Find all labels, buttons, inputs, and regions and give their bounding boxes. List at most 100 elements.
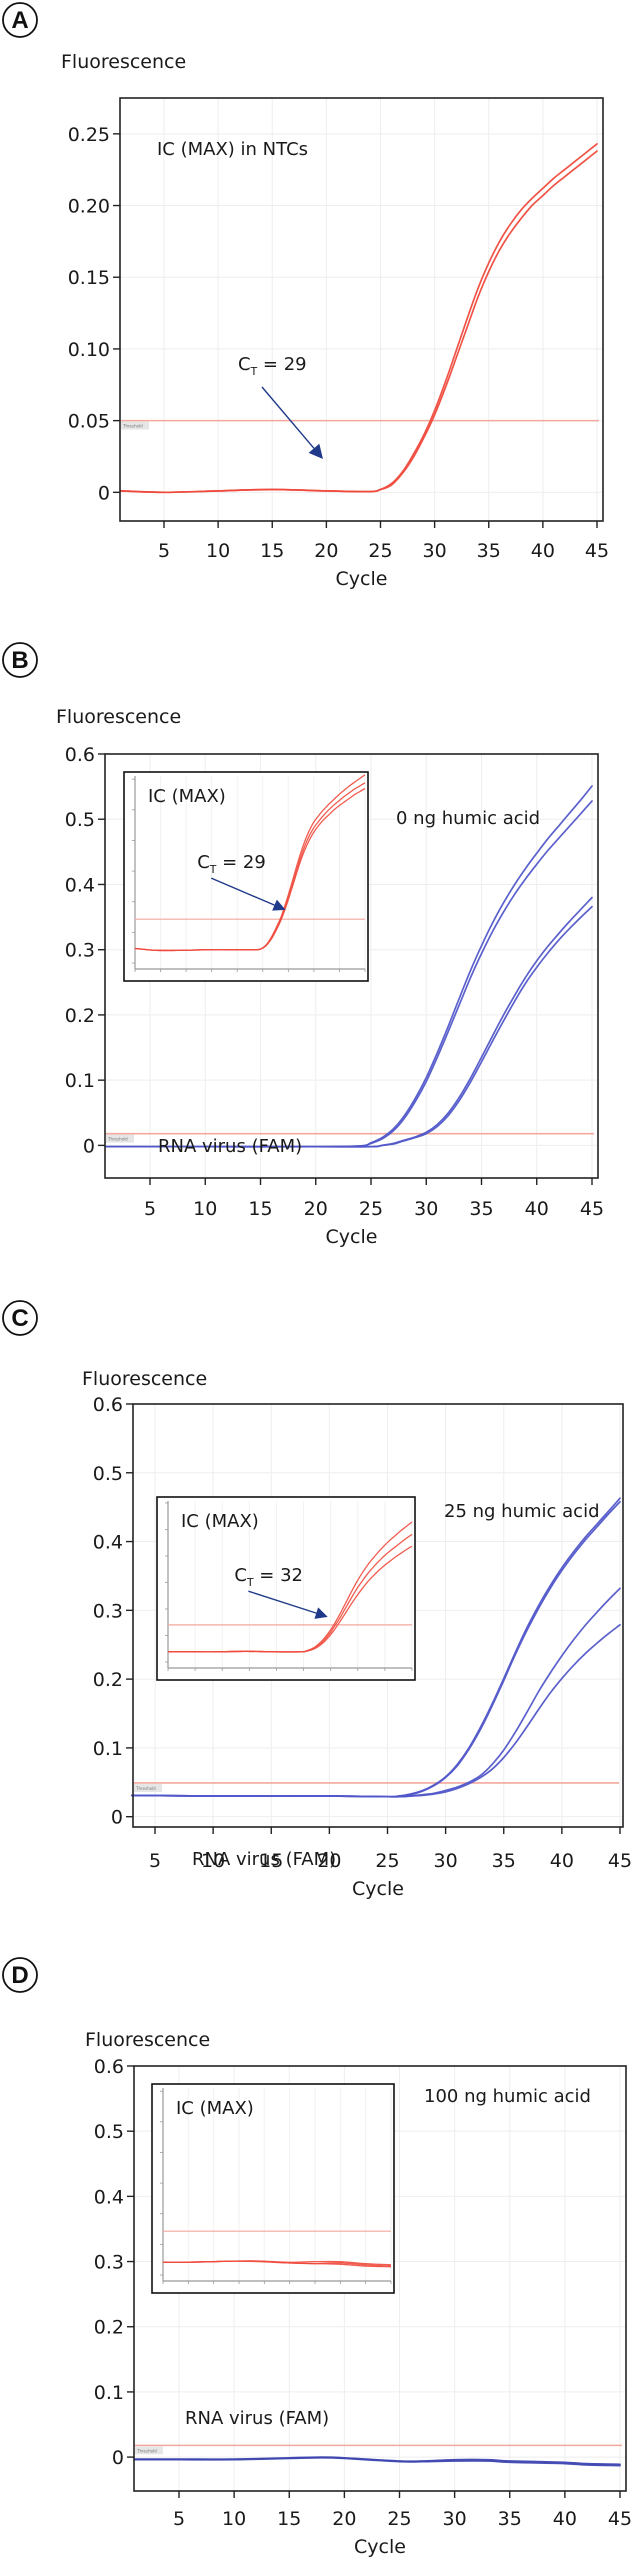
x-tick-label: 25 <box>375 1850 399 1872</box>
annotation-label: 0 ng humic acid <box>396 808 540 829</box>
annotation-label: RNA virus (FAM) <box>192 1849 336 1870</box>
x-tick-label: 25 <box>359 1198 383 1220</box>
annotation-label: IC (MAX) in NTCs <box>157 139 308 160</box>
inset-title: IC (MAX) <box>181 1511 259 1532</box>
x-tick-label: 15 <box>259 1850 283 1872</box>
x-tick-label: 45 <box>580 1198 604 1220</box>
y-tick-label: 0.25 <box>68 124 110 146</box>
x-tick-label: 5 <box>173 2508 185 2530</box>
inset-frame <box>151 2083 395 2294</box>
ct-label: CT = 29 <box>197 852 266 876</box>
inset-series-line <box>162 2260 392 2268</box>
x-tick-label: 25 <box>368 540 392 562</box>
threshold-label-bg <box>135 2446 163 2455</box>
y-tick-label: 0.4 <box>65 874 95 896</box>
threshold-label: Threshold <box>107 1137 128 1142</box>
ct-main: C <box>197 852 210 873</box>
panel-a: A Fluorescence Threshold 0 0.05 0.10 0.15 0.20 0… <box>2 2 609 590</box>
ct-subscript: T <box>250 365 258 378</box>
y-tick-label: 0 <box>112 2447 124 2469</box>
x-tick-label: 20 <box>332 2508 356 2530</box>
x-tick-label: 25 <box>387 2508 411 2530</box>
y-tick-label: 0.6 <box>93 1394 123 1416</box>
panel-b: B Fluorescence Threshold 0 0.1 0.2 0.3 0.4 0.5 0.… <box>2 642 604 1248</box>
y-tick-label: 0.4 <box>93 1532 123 1554</box>
threshold-label-bg <box>121 421 149 430</box>
series-line <box>104 905 593 1148</box>
series-line <box>134 2456 621 2467</box>
ct-main: C <box>238 354 251 375</box>
x-tick-label: 45 <box>608 2508 632 2530</box>
y-tick-label: 0.15 <box>68 267 110 289</box>
panel-letter-circle <box>2 1300 38 1336</box>
ct-arrow-shaft <box>248 1590 317 1614</box>
panel-d: D Fluorescence Threshold 0 0.1 0.2 0.3 0.4 0.5 0.… <box>2 1957 632 2558</box>
ct-value: = 29 <box>257 354 306 375</box>
series-line <box>119 150 598 494</box>
y-tick-label: 0.05 <box>68 411 110 433</box>
ct-label: CT = 32 <box>234 1565 303 1589</box>
inset-frame <box>123 771 369 982</box>
y-tick-label: 0.10 <box>68 339 110 361</box>
plot-area <box>120 98 603 521</box>
x-tick-label: 5 <box>158 540 170 562</box>
y-tick-label: 0.2 <box>93 1669 123 1691</box>
x-tick-label: 40 <box>553 2508 577 2530</box>
x-tick-label: 30 <box>414 1198 438 1220</box>
ct-value: = 32 <box>254 1565 303 1586</box>
x-tick-label: 40 <box>531 540 555 562</box>
y-tick-label: 0.20 <box>68 196 110 218</box>
threshold-label: Threshold <box>136 2448 157 2453</box>
x-axis-title: Cycle <box>326 1226 378 1248</box>
x-tick-label: 15 <box>248 1198 272 1220</box>
x-tick-label: 15 <box>277 2508 301 2530</box>
x-tick-label: 20 <box>317 1850 341 1872</box>
inset-title: IC (MAX) <box>148 786 226 807</box>
threshold-label-bg <box>134 1783 162 1792</box>
x-tick-label: 45 <box>608 1850 632 1872</box>
x-tick-label: 30 <box>423 540 447 562</box>
x-tick-label: 15 <box>260 540 284 562</box>
y-tick-label: 0.1 <box>94 2382 124 2404</box>
y-tick-label: 0.5 <box>65 809 95 831</box>
plot-frame <box>104 753 599 1179</box>
x-tick-label: 10 <box>206 540 230 562</box>
y-tick-label: 0.1 <box>65 1070 95 1092</box>
x-tick-label: 5 <box>144 1198 156 1220</box>
y-tick-label: 0.6 <box>94 2056 124 2078</box>
y-axis-title: Fluorescence <box>61 51 186 73</box>
ct-arrow-head <box>308 443 323 459</box>
y-tick-label: 0.3 <box>93 1600 123 1622</box>
y-tick-label: 0.5 <box>94 2121 124 2143</box>
annotation-label: 25 ng humic acid <box>444 1501 600 1522</box>
y-tick-label: 0.2 <box>94 2317 124 2339</box>
y-tick-label: 0 <box>83 1135 95 1157</box>
y-axis-title: Fluorescence <box>85 2029 210 2051</box>
x-axis-title: Cycle <box>336 568 388 590</box>
x-tick-label: 20 <box>304 1198 328 1220</box>
x-tick-label: 40 <box>550 1850 574 1872</box>
ct-arrow-head <box>272 899 286 911</box>
panel-letter-circle <box>2 2 38 38</box>
x-axis-title: Cycle <box>352 1878 404 1900</box>
y-tick-label: 0.3 <box>94 2252 124 2274</box>
inset-frame <box>156 1496 416 1681</box>
inset-series-line <box>134 787 366 952</box>
plot-frame <box>132 1403 624 1828</box>
ct-value: = 29 <box>216 852 265 873</box>
inset-chart: IC (MAX) CT = 29 <box>123 771 369 982</box>
x-tick-label: 45 <box>585 540 609 562</box>
ct-subscript: T <box>209 863 217 876</box>
inset-chart: IC (MAX) <box>151 2083 395 2294</box>
y-tick-label: 0.2 <box>65 1005 95 1027</box>
annotation-label: RNA virus (FAM) <box>185 2408 329 2429</box>
ct-main: C <box>234 1565 247 1586</box>
panel-letter: A <box>11 7 28 34</box>
panel-c: C Fluorescence Threshold 0 0.1 0.2 0.3 0.4 0.5 0.… <box>2 1300 632 1900</box>
x-tick-label: 40 <box>525 1198 549 1220</box>
ct-arrow-shaft <box>210 877 275 906</box>
inset-series-line <box>167 1545 413 1653</box>
panel-letter: C <box>11 1305 28 1332</box>
x-tick-label: 30 <box>443 2508 467 2530</box>
